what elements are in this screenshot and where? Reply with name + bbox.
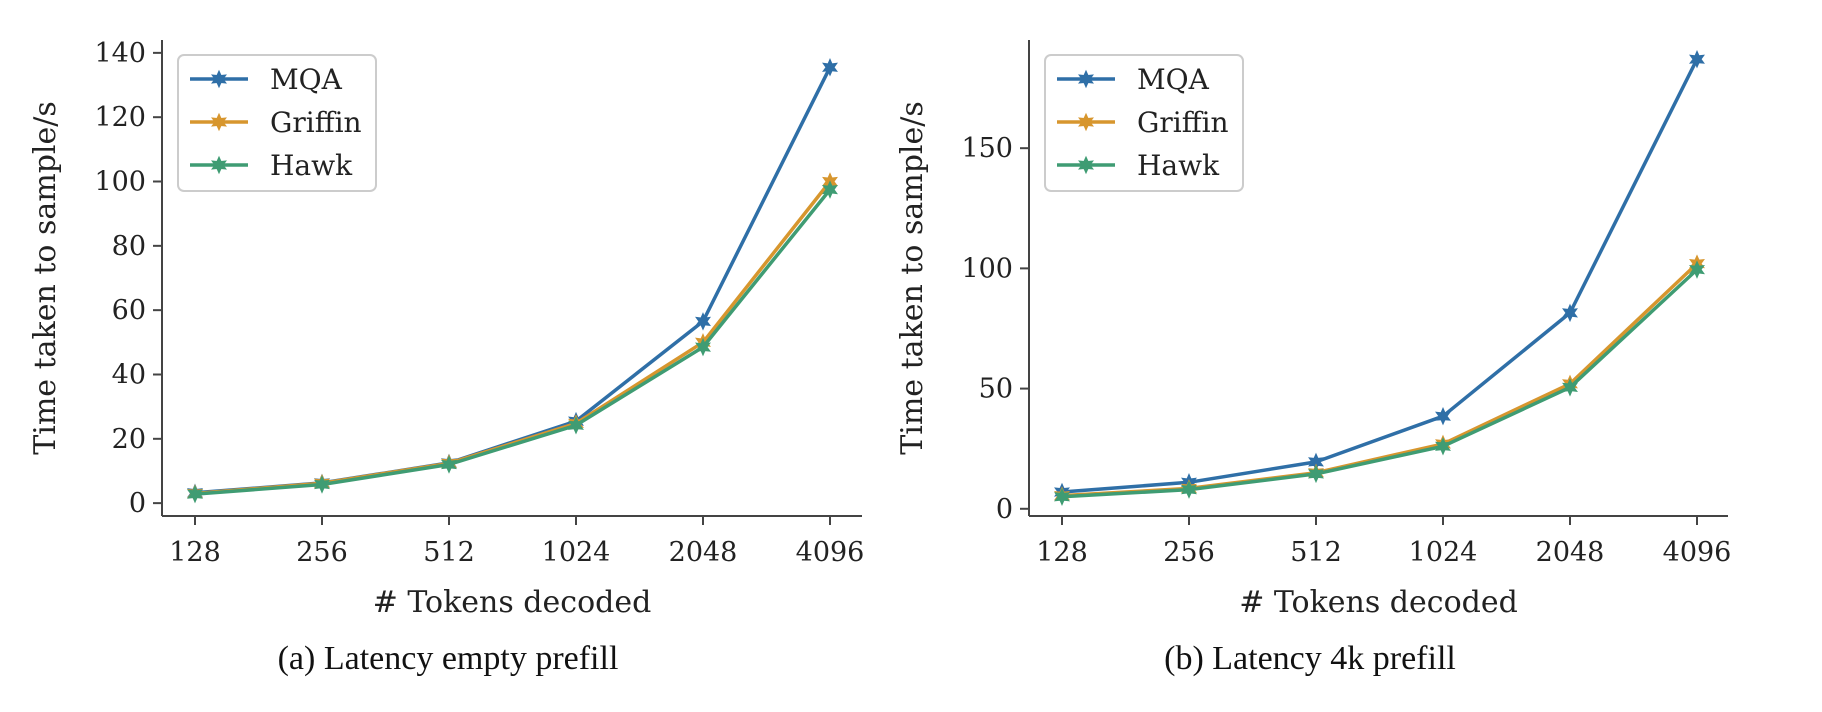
legend-marker-mqa xyxy=(211,69,227,89)
y-tick-label: 50 xyxy=(979,374,1013,405)
series-griffin xyxy=(187,172,838,503)
x-tick-label: 4096 xyxy=(1663,537,1732,568)
legend-marker-hawk xyxy=(1078,155,1094,175)
data-point-hawk xyxy=(1181,480,1197,499)
data-point-hawk xyxy=(1308,464,1324,484)
data-point-hawk xyxy=(695,337,711,357)
legend-marker-hawk xyxy=(211,155,227,175)
x-tick-label: 1024 xyxy=(542,537,611,568)
data-point-hawk xyxy=(314,475,330,494)
x-tick-label: 2048 xyxy=(669,537,738,568)
legend-marker-griffin xyxy=(1078,112,1094,132)
caption-b: (b) Latency 4k prefill xyxy=(1164,640,1456,677)
legend: MQA Griffin Hawk xyxy=(177,54,377,192)
x-tick-label: 128 xyxy=(169,537,221,568)
y-tick-label: 120 xyxy=(94,102,146,133)
data-point-hawk xyxy=(1435,437,1451,456)
legend-label-hawk: Hawk xyxy=(1137,149,1220,182)
x-tick-label: 512 xyxy=(1290,537,1342,568)
data-point-hawk xyxy=(568,416,584,435)
legend-label-griffin: Griffin xyxy=(1137,106,1229,139)
series-line-hawk xyxy=(194,188,832,496)
y-tick-label: 20 xyxy=(112,424,146,455)
legend-box xyxy=(1044,54,1244,192)
legend-label-mqa: MQA xyxy=(1137,63,1210,96)
legend: MQA Griffin Hawk xyxy=(1044,54,1244,192)
data-point-hawk xyxy=(1054,487,1070,507)
y-tick-label: 100 xyxy=(94,167,146,198)
chart-latency-empty-prefill: 0 20 40 60 80 100 120 140 128 256 512 1024 2048 4096 #… xyxy=(28,38,864,620)
y-tick-label: 100 xyxy=(961,253,1013,284)
series-line-hawk xyxy=(1061,268,1699,499)
series-hawk xyxy=(187,180,838,504)
data-point-hawk xyxy=(1562,378,1578,397)
x-tick-label: 128 xyxy=(1036,537,1088,568)
legend-label-hawk: Hawk xyxy=(270,149,353,182)
data-point-hawk xyxy=(187,484,203,504)
y-axis-label: Time taken to sample/s xyxy=(895,101,930,455)
series-griffin xyxy=(1054,254,1705,505)
series-line-mqa xyxy=(1061,58,1699,494)
legend-marker-griffin xyxy=(211,112,227,132)
legend-marker-mqa xyxy=(1078,69,1094,89)
series-hawk xyxy=(1054,260,1705,507)
chart-latency-4k-prefill: 0 50 100 150 128 256 512 1024 2048 4096 # Tokens d… xyxy=(895,40,1731,620)
data-point-mqa xyxy=(1435,406,1451,426)
data-point-mqa xyxy=(1562,303,1578,323)
x-axis-label: # Tokens decoded xyxy=(1239,585,1518,620)
x-tick-label: 256 xyxy=(296,537,348,568)
data-point-hawk xyxy=(1689,260,1705,279)
data-point-hawk xyxy=(441,455,457,474)
x-axis-label: # Tokens decoded xyxy=(373,585,652,620)
y-axis-label: Time taken to sample/s xyxy=(28,101,63,455)
data-point-mqa xyxy=(695,312,711,331)
x-tick-label: 256 xyxy=(1163,537,1215,568)
y-tick-label: 150 xyxy=(961,133,1013,164)
y-tick-label: 0 xyxy=(996,494,1013,525)
x-tick-label: 2048 xyxy=(1536,537,1605,568)
y-tick-label: 60 xyxy=(112,295,146,326)
legend-label-griffin: Griffin xyxy=(270,106,362,139)
data-point-mqa xyxy=(1689,49,1705,69)
legend-box xyxy=(177,54,377,192)
legend-label-mqa: MQA xyxy=(270,63,343,96)
data-point-hawk xyxy=(822,180,838,199)
caption-a: (a) Latency empty prefill xyxy=(277,640,619,677)
x-tick-label: 4096 xyxy=(796,537,865,568)
y-tick-label: 140 xyxy=(94,38,146,69)
y-tick-label: 40 xyxy=(112,359,146,390)
x-tick-label: 512 xyxy=(423,537,475,568)
y-tick-label: 0 xyxy=(129,488,146,519)
x-tick-label: 1024 xyxy=(1409,537,1478,568)
y-tick-label: 80 xyxy=(112,231,146,262)
data-point-mqa xyxy=(822,58,838,77)
